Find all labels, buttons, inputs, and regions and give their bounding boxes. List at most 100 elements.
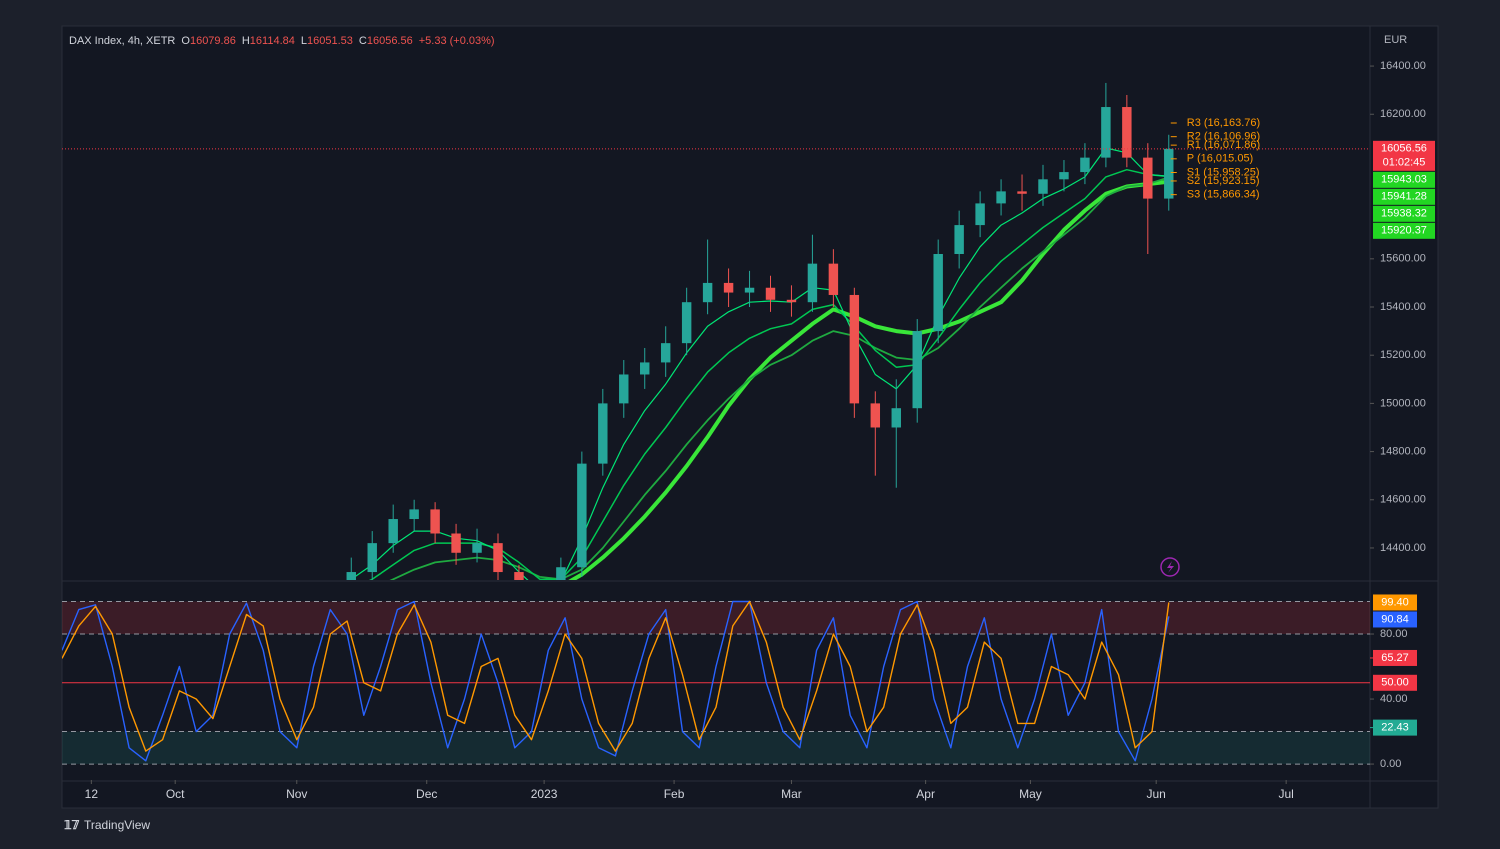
y-tick-label: 0.00	[1380, 758, 1401, 770]
series-last-label: 99.40	[1381, 596, 1409, 608]
candle-body	[1122, 107, 1132, 158]
y-tick-label: 15000.00	[1380, 397, 1426, 409]
candle-body	[660, 343, 671, 363]
candle-body	[933, 254, 943, 332]
extra-label: 65.27	[1381, 652, 1409, 664]
y-tick-label: 80.00	[1380, 628, 1408, 640]
extra-label-box	[1373, 649, 1417, 666]
ohlc-value: 16056.56	[367, 35, 413, 47]
symbol: DAX Index, 4h, XETR	[69, 35, 175, 47]
ohlc-prefix: O	[181, 35, 190, 47]
candle-body	[514, 572, 524, 580]
ma-label-box	[1373, 171, 1435, 188]
pivot-label: P (16,015.05)	[1187, 153, 1253, 165]
ohlc-value: 16051.53	[307, 35, 353, 47]
pivot-label: R3 (16,163.76)	[1187, 117, 1260, 129]
pivot-label: R1 (16,071.86)	[1187, 139, 1260, 151]
brand-logo: 𝟙𝟟	[64, 818, 80, 832]
series-last-label-box	[1373, 611, 1417, 628]
candle-body	[681, 302, 692, 344]
candle-body	[640, 362, 650, 375]
ma-label: 15938.32	[1381, 208, 1427, 220]
pivot-label: S2 (15,923.15)	[1187, 175, 1260, 187]
candle-body	[807, 263, 818, 303]
candle-body	[954, 225, 964, 255]
band	[62, 731, 1370, 765]
ma-label: 15941.28	[1381, 191, 1427, 203]
oscillator-line	[62, 600, 1170, 752]
alert-icon[interactable]	[1160, 557, 1180, 577]
candle-body	[388, 519, 398, 544]
candle-body	[828, 263, 839, 295]
candle-body	[975, 203, 985, 226]
moving-average	[389, 176, 1170, 580]
x-tick-label: Feb	[664, 787, 685, 801]
x-tick-label: 2023	[531, 787, 558, 801]
ma-label-box	[1373, 205, 1435, 222]
series-last-label: 90.84	[1381, 613, 1409, 625]
candle-body	[849, 294, 860, 404]
pivot-label: S3 (15,866.34)	[1187, 189, 1260, 201]
candle-body	[1101, 107, 1111, 158]
x-tick-label: Dec	[416, 787, 437, 801]
change: +5.33 (+0.03%)	[419, 35, 495, 47]
currency: EUR	[1384, 34, 1407, 46]
candle-body	[346, 572, 356, 580]
x-tick-label: Jun	[1147, 787, 1166, 801]
moving-average	[568, 179, 1170, 580]
candle-body	[996, 191, 1006, 204]
oscillator-line	[62, 600, 1170, 762]
extra-label-box	[1373, 719, 1417, 736]
x-tick-label: Jul	[1278, 787, 1293, 801]
y-tick-label: 15600.00	[1380, 253, 1426, 265]
labels: DAX Index, 4h, XETR O 16079.86 H 16114.84 L 16…	[69, 35, 1435, 801]
countdown: 01:02:45	[1383, 157, 1426, 169]
ohlc-value: 16114.84	[250, 35, 295, 47]
ohlc-prefix: H	[242, 35, 250, 47]
x-tick-label: Oct	[166, 787, 185, 801]
candle-body	[1038, 179, 1048, 194]
moving-average	[350, 147, 1169, 580]
y-tick-label: 15200.00	[1380, 349, 1426, 361]
candle-body	[451, 533, 461, 553]
candle-body	[493, 543, 503, 573]
extra-label: 22.43	[1381, 722, 1409, 734]
candle-body	[409, 509, 419, 520]
candle-body	[577, 463, 587, 568]
series-last-label-box	[1373, 594, 1417, 611]
x-tick-label: May	[1019, 787, 1042, 801]
pivot-label: R2 (16,106.96)	[1187, 131, 1260, 143]
last-price-box	[1373, 140, 1435, 171]
candle-body	[723, 282, 734, 293]
y-tick-label: 14600.00	[1380, 494, 1426, 506]
ma-label: 15943.03	[1381, 174, 1427, 186]
chart-panel	[61, 25, 1439, 809]
ma-label: 15920.37	[1381, 225, 1427, 237]
candle-body	[870, 403, 881, 428]
x-tick-label: Nov	[286, 787, 307, 801]
candle-body	[1080, 157, 1090, 173]
main-pane	[62, 82, 1370, 580]
candle-body	[1017, 191, 1027, 194]
candle-body	[619, 374, 629, 404]
oscillator-pane	[62, 600, 1370, 765]
ohlc-prefix: L	[301, 35, 307, 47]
y-tick-label: 16200.00	[1380, 108, 1426, 120]
candle-body	[598, 403, 608, 464]
midline-label-box	[1373, 674, 1417, 691]
y-tick-label: 14400.00	[1380, 542, 1426, 554]
candle-body	[556, 567, 566, 580]
candle-body	[786, 299, 797, 303]
candle-body	[367, 543, 377, 573]
ohlc-value: 16079.86	[190, 35, 236, 47]
y-tick-label: 40.00	[1380, 693, 1408, 705]
y-tick-label: 14800.00	[1380, 445, 1426, 457]
ohlc-prefix: C	[359, 35, 367, 47]
midline-label: 50.00	[1381, 677, 1409, 689]
candle-body	[472, 543, 482, 553]
candle-body	[1059, 172, 1069, 180]
x-tick-label: Apr	[916, 787, 935, 801]
ma-label-box	[1373, 188, 1435, 205]
